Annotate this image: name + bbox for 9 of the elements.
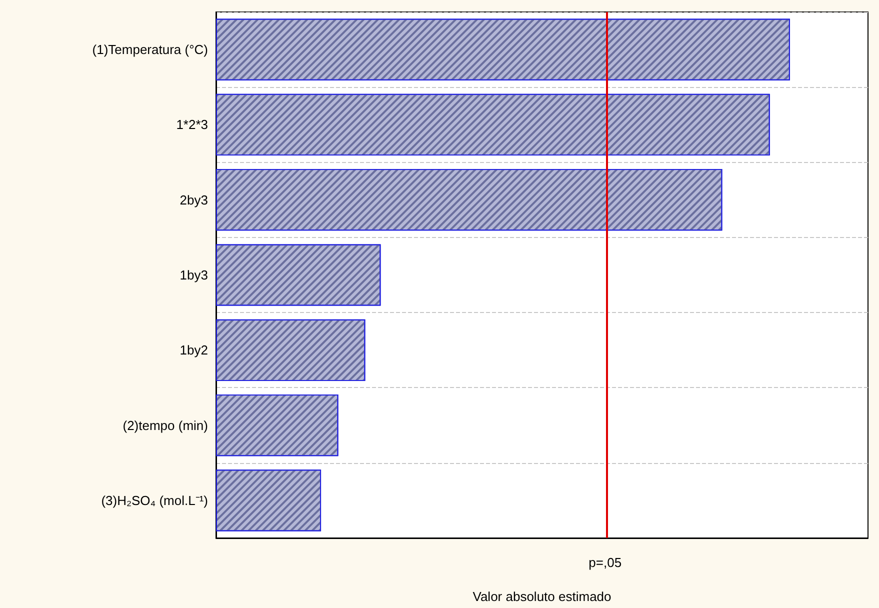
x-axis-title: Valor absoluto estimado [472, 589, 612, 604]
y-tick-label: 1by2 [180, 342, 208, 358]
y-tick-label: 2by3 [180, 192, 208, 208]
ref-line-label: p=,05 [588, 555, 622, 570]
y-tick-label: (1)Temperatura (°C) [92, 42, 208, 58]
y-tick-label: (2)tempo (min) [122, 418, 208, 433]
y-tick-label: 1*2*3 [176, 117, 208, 132]
y-tick-label: (3)H₂SO₄ (mol.L⁻¹) [101, 492, 208, 508]
y-tick-label: 1by3 [180, 268, 208, 282]
